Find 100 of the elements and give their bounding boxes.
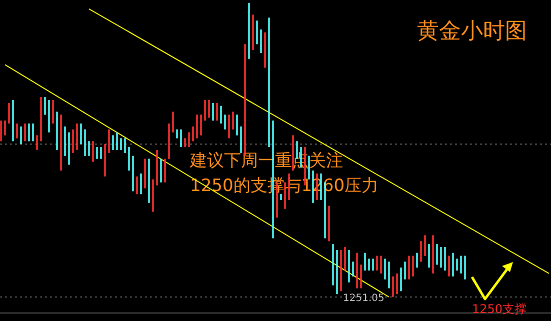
candlestick [132, 155, 134, 192]
candlestick [44, 96, 46, 116]
candlestick [352, 261, 354, 278]
candlestick [376, 255, 378, 272]
candlestick [52, 99, 54, 124]
candlestick [164, 158, 166, 183]
candlestick [388, 261, 390, 289]
candlestick [448, 255, 450, 278]
candlestick [344, 246, 346, 272]
candlestick [220, 105, 222, 124]
candlestick [60, 114, 62, 172]
candlestick [80, 122, 82, 145]
candlestick [412, 255, 414, 278]
candlestick [192, 126, 194, 142]
candlestick [432, 234, 434, 274]
candlestick [324, 182, 326, 239]
candlestick [160, 158, 162, 183]
annotation: 1251.05 [343, 293, 384, 304]
candlestick [340, 249, 342, 292]
candlestick [120, 138, 122, 151]
candlestick [4, 120, 6, 136]
candlestick [116, 132, 118, 151]
candlestick [224, 114, 226, 130]
candlestick [64, 126, 66, 156]
candlestick [356, 252, 358, 289]
candlestick [216, 102, 218, 122]
candlestick [212, 102, 214, 122]
candlestick [196, 114, 198, 139]
candlestick [228, 114, 230, 139]
candlestick [124, 138, 126, 154]
candlestick [16, 122, 18, 139]
candlestick [416, 252, 418, 268]
candlestick [408, 255, 410, 280]
candlestick [264, 32, 266, 68]
candlestick [112, 134, 114, 151]
candlestick [20, 126, 22, 145]
candlestick [28, 122, 30, 142]
candlestick [260, 28, 262, 54]
candlestick [392, 276, 394, 298]
candlestick [328, 205, 330, 242]
candlestick [48, 99, 50, 133]
candlestick [396, 272, 398, 295]
candlestick [200, 114, 202, 136]
candlestick [424, 234, 426, 256]
candlestick [0, 120, 2, 142]
candlestick [100, 146, 102, 160]
candlestick [440, 246, 442, 268]
candlestick [168, 122, 170, 160]
candlestick [176, 128, 178, 139]
candlestick [36, 134, 38, 151]
candlestick [88, 140, 90, 156]
candlestick [68, 132, 70, 166]
candlestick [452, 252, 454, 278]
candlestick [252, 14, 254, 51]
candlestick [12, 99, 14, 142]
candlestick [256, 20, 258, 45]
candlestick [152, 178, 154, 212]
candlestick [232, 111, 234, 130]
candlestick [128, 146, 130, 172]
text: 1250支撑 [472, 302, 527, 316]
candlestick [140, 172, 142, 195]
candlestick [208, 99, 210, 118]
candlestick [384, 258, 386, 280]
candlestick [180, 128, 182, 148]
text: 黄金小时图 [417, 19, 527, 44]
candlestick [380, 255, 382, 274]
candlestick [336, 249, 338, 295]
candlestick [360, 264, 362, 289]
candlestick [56, 111, 58, 151]
candlestick [40, 96, 42, 142]
candlestick [420, 240, 422, 262]
candlestick [188, 132, 190, 148]
candlestick [184, 138, 186, 148]
candlestick [92, 140, 94, 162]
candlestick [156, 149, 158, 186]
candlestick [404, 261, 406, 280]
candlestick [32, 122, 34, 142]
candlestick [24, 122, 26, 142]
candlestick [240, 126, 242, 154]
candlestick [244, 44, 246, 156]
candlestick [84, 128, 86, 156]
candlestick [76, 122, 78, 151]
candlestick [460, 255, 462, 274]
candlestick [144, 158, 146, 189]
candlestick [96, 146, 98, 160]
candlestick [456, 258, 458, 272]
candlestick [400, 267, 402, 292]
candlestick [464, 255, 466, 280]
candlestick [136, 176, 138, 195]
candlestick [8, 102, 10, 124]
candlestick [364, 252, 366, 272]
candlestick [148, 158, 150, 204]
candlestick [72, 128, 74, 154]
candlestick [348, 249, 350, 283]
candlestick [204, 99, 206, 122]
candlestick [428, 243, 430, 268]
candlestick [332, 243, 334, 286]
candlestick [248, 2, 250, 60]
candlestick [172, 111, 174, 133]
candlestick [372, 258, 374, 272]
